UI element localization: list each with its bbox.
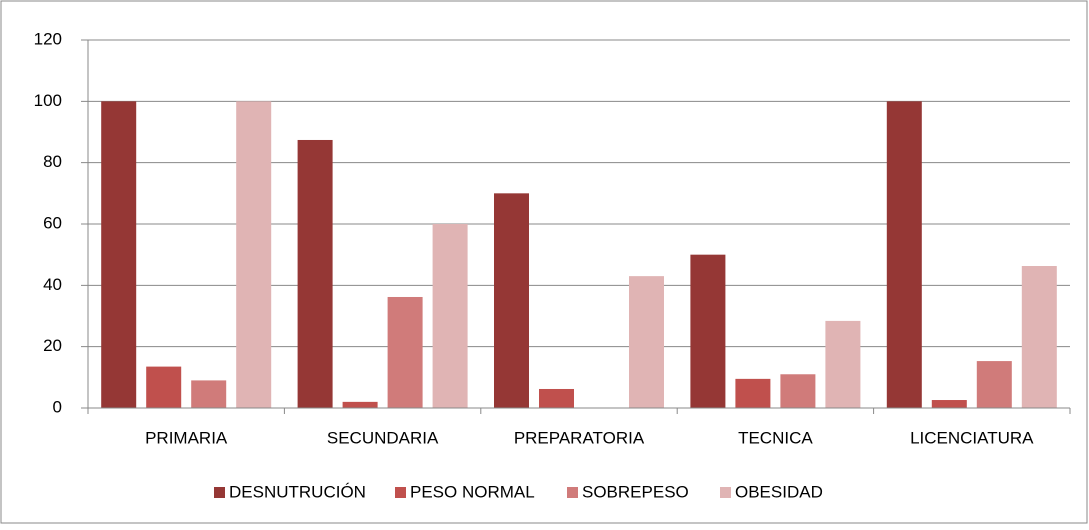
bar: [146, 366, 182, 408]
legend-swatch: [395, 487, 406, 498]
bar: [825, 320, 861, 408]
bar: [735, 378, 771, 408]
bar: [387, 296, 423, 408]
bar: [101, 101, 137, 408]
bar: [191, 380, 227, 408]
y-tick-label: 80: [43, 152, 62, 171]
bar: [539, 388, 574, 408]
bar: [1021, 266, 1057, 408]
legend-label: OBESIDAD: [735, 482, 823, 501]
legend-label: SOBREPESO: [582, 482, 689, 501]
y-tick-label: 40: [43, 275, 62, 294]
legend-label: DESNUTRUCIÓN: [229, 482, 366, 501]
bar: [976, 361, 1012, 408]
bar: [690, 254, 726, 408]
x-tick-label: LICENCIATURA: [910, 428, 1034, 447]
bar: [236, 101, 272, 408]
x-tick-label: TECNICA: [738, 428, 813, 447]
y-tick-label: 100: [34, 91, 62, 110]
y-tick-label: 60: [43, 213, 62, 232]
bar: [297, 139, 333, 408]
legend-swatch: [567, 487, 578, 498]
y-tick-label: 0: [53, 397, 62, 416]
x-tick-label: PRIMARIA: [145, 428, 228, 447]
bar: [432, 224, 468, 408]
bar: [494, 193, 529, 408]
bar: [629, 276, 664, 408]
bar: [931, 400, 967, 408]
legend-label: PESO NORMAL: [410, 482, 535, 501]
y-tick-label: 120: [34, 29, 62, 48]
legend-swatch: [214, 487, 225, 498]
x-tick-label: PREPARATORIA: [514, 428, 645, 447]
legend-swatch: [720, 487, 731, 498]
bar: [342, 401, 378, 408]
bar: [780, 374, 816, 408]
y-tick-label: 20: [43, 336, 62, 355]
x-tick-label: SECUNDARIA: [327, 428, 439, 447]
bar: [886, 101, 922, 408]
